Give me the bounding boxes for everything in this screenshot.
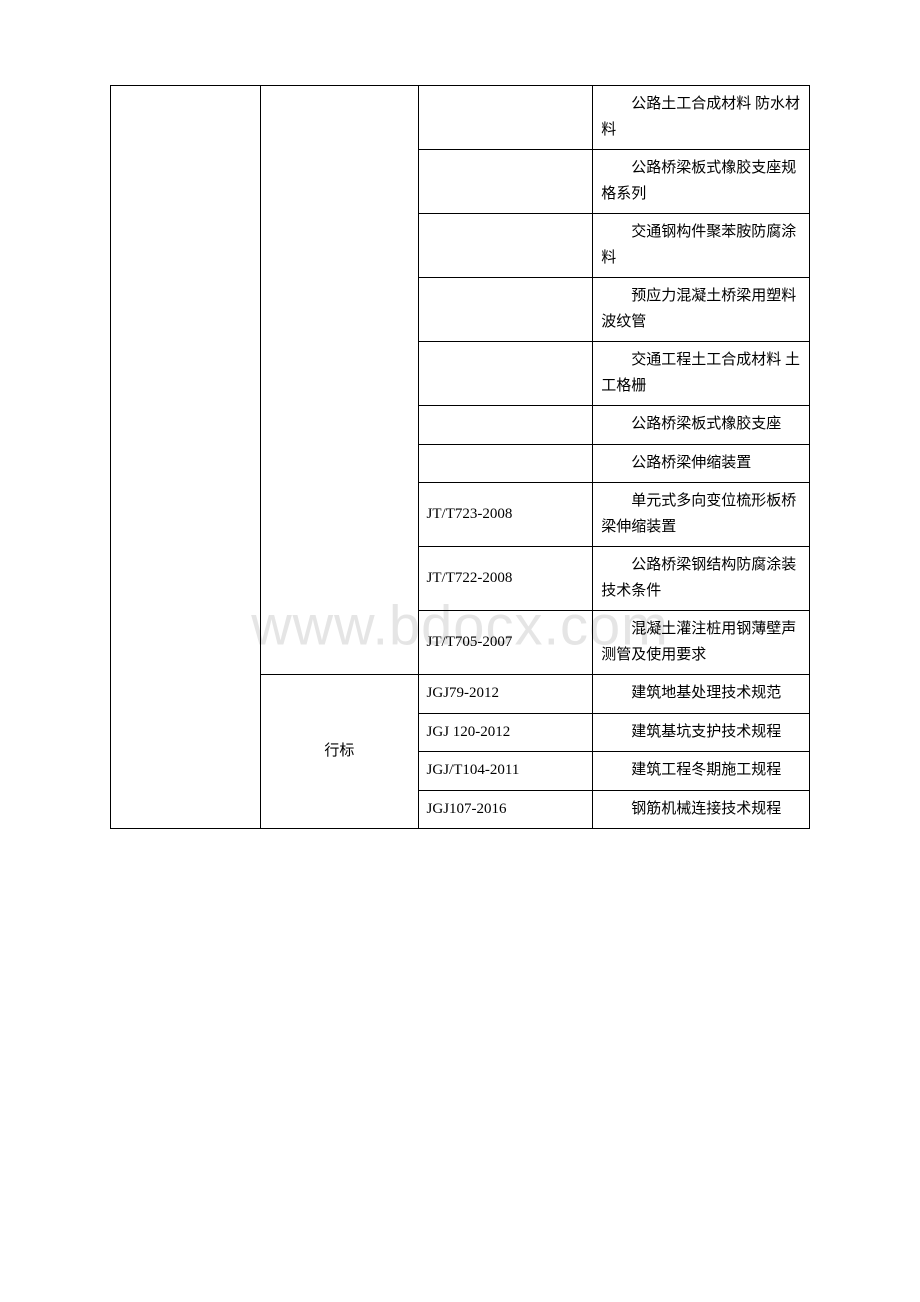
cell-code: JT/T722-2008	[418, 547, 593, 611]
cell-desc: 建筑地基处理技术规范	[593, 675, 810, 714]
table-row: 公路土工合成材料 防水材料	[111, 86, 810, 150]
cell-desc: 交通钢构件聚苯胺防腐涂料	[593, 214, 810, 278]
cell-code	[418, 214, 593, 278]
cell-category-2: 行标	[261, 675, 418, 829]
cell-code: JT/T723-2008	[418, 483, 593, 547]
standards-table: 公路土工合成材料 防水材料 公路桥梁板式橡胶支座规格系列 交通钢构件聚苯胺防腐涂…	[110, 85, 810, 829]
cell-desc: 预应力混凝土桥梁用塑料波纹管	[593, 278, 810, 342]
cell-code	[418, 406, 593, 445]
cell-code: JGJ 120-2012	[418, 713, 593, 752]
cell-desc: 混凝土灌注桩用钢薄壁声测管及使用要求	[593, 611, 810, 675]
cell-desc: 公路桥梁伸缩装置	[593, 444, 810, 483]
cell-category-2	[261, 86, 418, 675]
cell-code	[418, 150, 593, 214]
cell-desc: 单元式多向变位梳形板桥梁伸缩装置	[593, 483, 810, 547]
cell-desc: 交通工程土工合成材料 土工格栅	[593, 342, 810, 406]
cell-code	[418, 444, 593, 483]
cell-desc: 公路土工合成材料 防水材料	[593, 86, 810, 150]
cell-code: JGJ107-2016	[418, 790, 593, 829]
cell-code	[418, 86, 593, 150]
cell-desc: 公路桥梁板式橡胶支座规格系列	[593, 150, 810, 214]
cell-code	[418, 278, 593, 342]
cell-code	[418, 342, 593, 406]
cell-desc: 公路桥梁钢结构防腐涂装技术条件	[593, 547, 810, 611]
cell-desc: 建筑工程冬期施工规程	[593, 752, 810, 791]
cell-desc: 建筑基坑支护技术规程	[593, 713, 810, 752]
cell-desc: 钢筋机械连接技术规程	[593, 790, 810, 829]
cell-category-1	[111, 86, 261, 829]
cell-desc: 公路桥梁板式橡胶支座	[593, 406, 810, 445]
cell-code: JT/T705-2007	[418, 611, 593, 675]
table-wrapper: 公路土工合成材料 防水材料 公路桥梁板式橡胶支座规格系列 交通钢构件聚苯胺防腐涂…	[110, 85, 810, 829]
cell-code: JGJ/T104-2011	[418, 752, 593, 791]
cell-code: JGJ79-2012	[418, 675, 593, 714]
